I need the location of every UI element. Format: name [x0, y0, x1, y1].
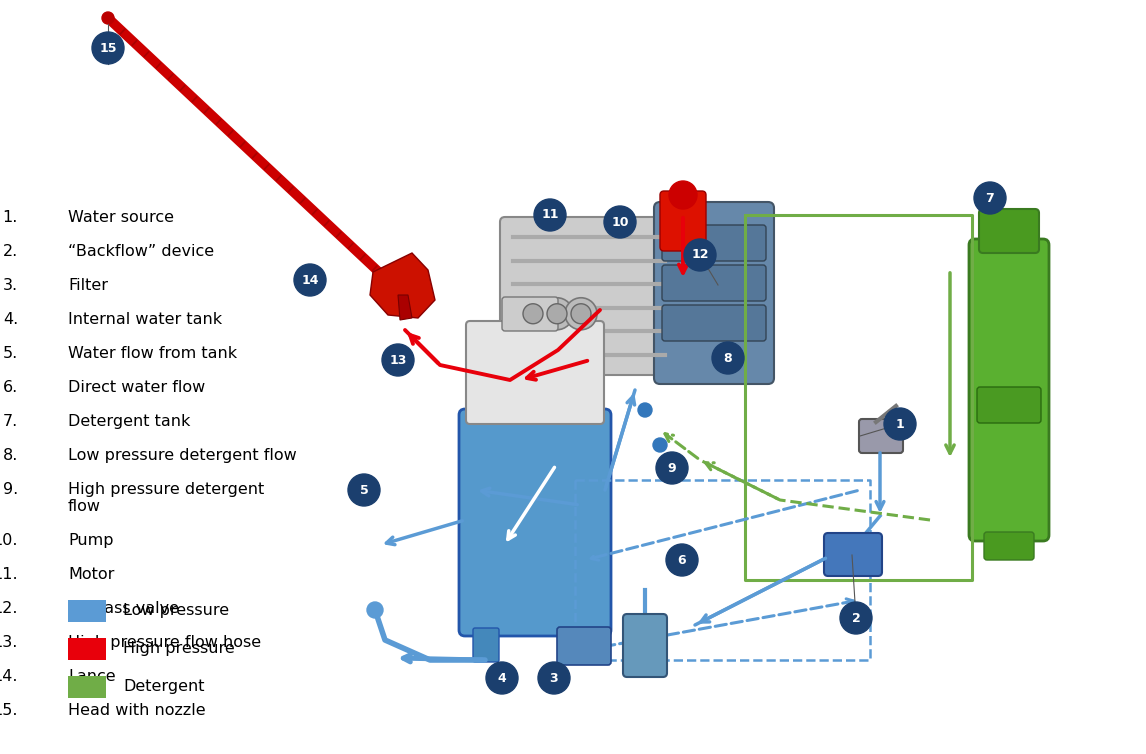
Text: 15.: 15. — [0, 703, 18, 718]
Polygon shape — [370, 253, 435, 318]
Text: 3: 3 — [550, 672, 558, 685]
Circle shape — [684, 239, 716, 271]
FancyBboxPatch shape — [984, 532, 1034, 560]
Circle shape — [523, 304, 543, 323]
Text: 4.: 4. — [2, 312, 18, 327]
Text: Motor: Motor — [68, 567, 115, 582]
Circle shape — [295, 264, 325, 296]
FancyBboxPatch shape — [502, 297, 558, 331]
Text: “Backflow” device: “Backflow” device — [68, 244, 214, 259]
FancyBboxPatch shape — [466, 321, 604, 424]
Text: 9.: 9. — [2, 482, 18, 497]
Circle shape — [102, 12, 113, 24]
Text: High pressure: High pressure — [123, 642, 235, 657]
Text: 14.: 14. — [0, 669, 18, 684]
Text: 2.: 2. — [2, 244, 18, 259]
FancyBboxPatch shape — [557, 627, 611, 665]
Circle shape — [92, 32, 124, 64]
Text: 11: 11 — [541, 209, 559, 222]
FancyBboxPatch shape — [500, 217, 678, 375]
Text: 5: 5 — [360, 483, 368, 496]
Text: 7.: 7. — [2, 414, 18, 429]
Circle shape — [974, 182, 1006, 214]
Circle shape — [666, 544, 698, 576]
Text: 13: 13 — [390, 354, 407, 366]
Text: 10: 10 — [611, 216, 629, 228]
Text: High pressure flow hose: High pressure flow hose — [68, 635, 261, 650]
Text: 4: 4 — [497, 672, 507, 685]
Text: Detergent: Detergent — [123, 679, 204, 694]
Text: 12.: 12. — [0, 601, 18, 616]
Text: Water flow from tank: Water flow from tank — [68, 346, 237, 361]
FancyBboxPatch shape — [662, 265, 766, 301]
FancyBboxPatch shape — [473, 628, 499, 662]
Circle shape — [382, 344, 414, 376]
Text: 14: 14 — [301, 274, 319, 287]
Text: 6: 6 — [677, 553, 686, 566]
Circle shape — [367, 602, 383, 618]
Text: 8: 8 — [723, 351, 732, 364]
Text: 6.: 6. — [2, 380, 18, 395]
FancyBboxPatch shape — [573, 628, 599, 662]
Text: Direct water flow: Direct water flow — [68, 380, 205, 395]
Bar — [68, 638, 105, 660]
FancyBboxPatch shape — [979, 209, 1039, 253]
Circle shape — [547, 304, 567, 323]
Text: 3.: 3. — [3, 278, 18, 293]
Circle shape — [656, 452, 688, 484]
Text: Internal water tank: Internal water tank — [68, 312, 222, 327]
Circle shape — [638, 403, 652, 417]
Text: 7: 7 — [986, 192, 995, 204]
Circle shape — [884, 408, 916, 440]
Text: Low pressure detergent flow: Low pressure detergent flow — [68, 448, 297, 463]
FancyBboxPatch shape — [660, 191, 706, 251]
Text: Low pressure: Low pressure — [123, 603, 229, 618]
Text: 8.: 8. — [2, 448, 18, 463]
FancyBboxPatch shape — [654, 202, 774, 384]
Circle shape — [712, 342, 744, 374]
Text: 13.: 13. — [0, 635, 18, 650]
Polygon shape — [398, 295, 413, 320]
Circle shape — [541, 298, 573, 329]
Text: 11.: 11. — [0, 567, 18, 582]
Bar — [68, 600, 105, 622]
FancyBboxPatch shape — [978, 387, 1041, 423]
FancyBboxPatch shape — [460, 409, 611, 636]
Text: 1.: 1. — [2, 210, 18, 225]
Text: 1: 1 — [896, 418, 904, 431]
FancyBboxPatch shape — [662, 225, 766, 261]
Text: 15: 15 — [100, 41, 117, 54]
Text: By-pass valve: By-pass valve — [68, 601, 179, 616]
Text: Detergent tank: Detergent tank — [68, 414, 190, 429]
Text: Head with nozzle: Head with nozzle — [68, 703, 205, 718]
FancyBboxPatch shape — [860, 419, 903, 453]
Text: High pressure detergent
flow: High pressure detergent flow — [68, 482, 265, 514]
Text: 2: 2 — [851, 611, 861, 624]
Text: 5.: 5. — [2, 346, 18, 361]
Circle shape — [537, 662, 570, 694]
Text: Water source: Water source — [68, 210, 174, 225]
Text: 12: 12 — [691, 249, 708, 262]
Circle shape — [534, 199, 566, 231]
FancyBboxPatch shape — [970, 239, 1049, 541]
Text: Lance: Lance — [68, 669, 116, 684]
Text: Pump: Pump — [68, 533, 113, 548]
Circle shape — [653, 438, 667, 452]
Text: 9: 9 — [668, 461, 676, 474]
Bar — [68, 676, 105, 698]
FancyBboxPatch shape — [824, 533, 882, 576]
Circle shape — [565, 298, 597, 329]
Circle shape — [517, 298, 549, 329]
FancyBboxPatch shape — [662, 305, 766, 341]
Circle shape — [486, 662, 518, 694]
Circle shape — [840, 602, 872, 634]
Text: Filter: Filter — [68, 278, 108, 293]
Circle shape — [348, 474, 380, 506]
Text: 10.: 10. — [0, 533, 18, 548]
Circle shape — [571, 304, 591, 323]
FancyBboxPatch shape — [623, 614, 667, 677]
Circle shape — [604, 206, 636, 238]
Circle shape — [669, 181, 697, 209]
